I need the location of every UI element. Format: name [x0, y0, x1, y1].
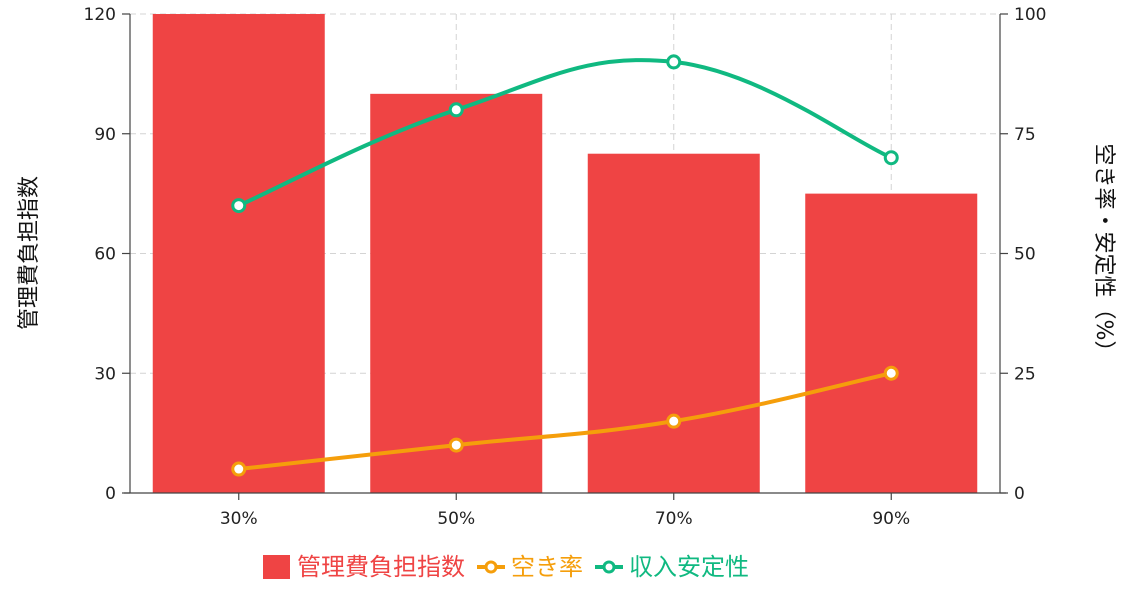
bar — [152, 14, 325, 493]
stability-point — [231, 198, 247, 214]
y-tick-label-right: 25 — [1014, 364, 1036, 384]
vacancy-line — [236, 371, 894, 472]
legend-swatch-bar — [263, 555, 290, 579]
legend-swatch-marker — [484, 560, 498, 574]
y-axis-title-left: 管理費負担指数 — [17, 176, 42, 330]
y-axis-title-right: 空き率・安定性（%） — [1091, 144, 1116, 363]
y-tick-label-left: 30 — [94, 364, 116, 384]
vacancy-point — [231, 461, 247, 477]
y-tick-label-left: 0 — [105, 484, 116, 504]
bar-series — [152, 14, 978, 494]
stability-point — [448, 102, 464, 118]
axes: 0 30 60 90 120 0 25 50 75 100 30% 50% 70% 90% — [84, 5, 1047, 529]
vacancy-point — [666, 413, 682, 429]
y-tick-label-left: 120 — [84, 5, 116, 25]
legend: 管理費負担指数 空き率 収入安定性 — [263, 553, 749, 581]
y-tick-label-left: 60 — [94, 245, 116, 265]
line-series — [231, 54, 899, 477]
bar — [370, 93, 543, 493]
bar — [805, 193, 978, 493]
stability-line — [236, 58, 894, 208]
y-tick-label-right: 50 — [1014, 245, 1036, 265]
legend-label: 管理費負担指数 — [297, 553, 465, 581]
legend-swatch-marker — [602, 560, 616, 574]
y-tick-label-left: 90 — [94, 125, 116, 145]
legend-label: 収入安定性 — [629, 553, 749, 581]
x-tick-label: 50% — [437, 509, 475, 529]
y-tick-label-right: 100 — [1014, 5, 1046, 25]
y-tick-label-right: 75 — [1014, 125, 1036, 145]
vacancy-point — [448, 437, 464, 453]
legend-label: 空き率 — [511, 553, 583, 581]
stability-point — [666, 54, 682, 70]
stability-point — [883, 150, 899, 166]
bar — [587, 153, 760, 494]
x-tick-label: 70% — [655, 509, 693, 529]
vacancy-point — [883, 365, 899, 381]
x-tick-label: 90% — [872, 509, 910, 529]
y-tick-label-right: 0 — [1014, 484, 1025, 504]
x-tick-label: 30% — [220, 509, 258, 529]
